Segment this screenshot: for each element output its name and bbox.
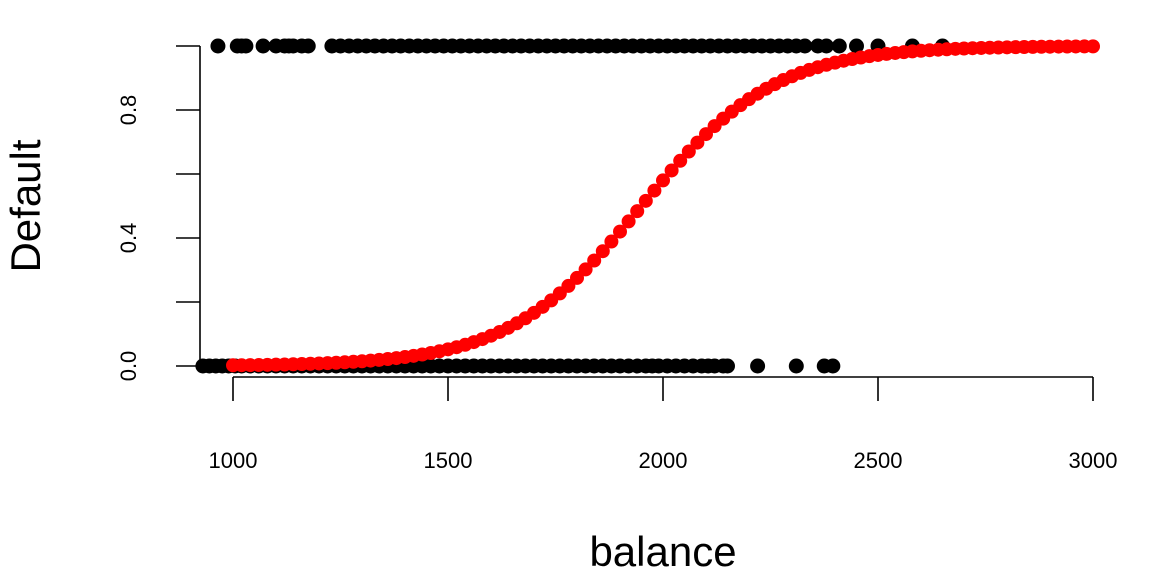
fitted-point — [587, 253, 602, 268]
fitted-point — [673, 153, 688, 168]
data-point — [818, 38, 834, 54]
data-point — [831, 38, 847, 54]
y-ticks: 0.0 0.4 0.8 — [116, 45, 200, 382]
x-tick-label: 2500 — [854, 448, 903, 473]
fitted-point — [656, 173, 670, 188]
fitted-point — [1086, 39, 1100, 54]
fitted-point — [664, 163, 679, 178]
fitted-curve-points — [226, 39, 1100, 373]
y-axis-title: Default — [2, 139, 49, 272]
x-tick-label: 3000 — [1069, 448, 1118, 473]
data-point — [720, 358, 735, 374]
data-point — [825, 358, 841, 374]
x-axis-title: balance — [589, 528, 736, 575]
y-tick-label: 0.8 — [116, 95, 141, 126]
fitted-point — [647, 183, 662, 198]
x-tick-label: 2000 — [639, 448, 688, 473]
data-point — [797, 38, 813, 54]
fitted-point — [604, 234, 619, 249]
data-points — [195, 38, 950, 374]
y-axis: 0.0 0.4 0.8 — [116, 45, 201, 382]
fitted-point — [570, 270, 584, 285]
x-tick-label: 1000 — [209, 448, 258, 473]
fitted-point — [630, 204, 645, 219]
data-point — [788, 358, 804, 374]
data-point — [300, 38, 316, 54]
y-tick-label: 0.4 — [116, 223, 141, 254]
fitted-point — [621, 214, 636, 229]
fitted-point — [690, 135, 705, 150]
fitted-point — [578, 262, 593, 277]
y-tick-label: 0.0 — [116, 351, 141, 382]
fitted-point — [613, 224, 627, 239]
data-point — [849, 38, 864, 54]
x-axis: 1000 1500 2000 2500 3000 — [209, 376, 1118, 473]
fitted-point — [638, 193, 653, 208]
x-tick-label: 1500 — [424, 448, 473, 473]
data-point — [238, 38, 254, 54]
fitted-point — [681, 144, 696, 159]
x-ticks: 1000 1500 2000 2500 3000 — [209, 377, 1118, 473]
data-point — [210, 38, 226, 54]
data-point — [255, 38, 271, 54]
data-point — [750, 358, 766, 374]
fitted-point — [595, 244, 610, 259]
